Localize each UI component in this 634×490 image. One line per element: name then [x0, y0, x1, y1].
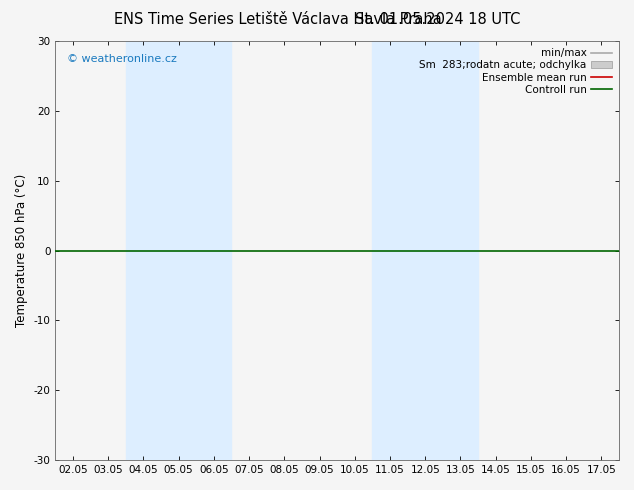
Bar	[372, 41, 478, 460]
Text: © weatheronline.cz: © weatheronline.cz	[67, 53, 176, 64]
Bar	[126, 41, 231, 460]
Text: ENS Time Series Letiště Václava Havla Praha: ENS Time Series Letiště Václava Havla Pr…	[114, 12, 442, 27]
Text: St. 01.05.2024 18 UTC: St. 01.05.2024 18 UTC	[354, 12, 520, 27]
Y-axis label: Temperature 850 hPa (°C): Temperature 850 hPa (°C)	[15, 174, 28, 327]
Legend: min/max, Sm  283;rodatn acute; odchylka, Ensemble mean run, Controll run: min/max, Sm 283;rodatn acute; odchylka, …	[417, 46, 614, 97]
